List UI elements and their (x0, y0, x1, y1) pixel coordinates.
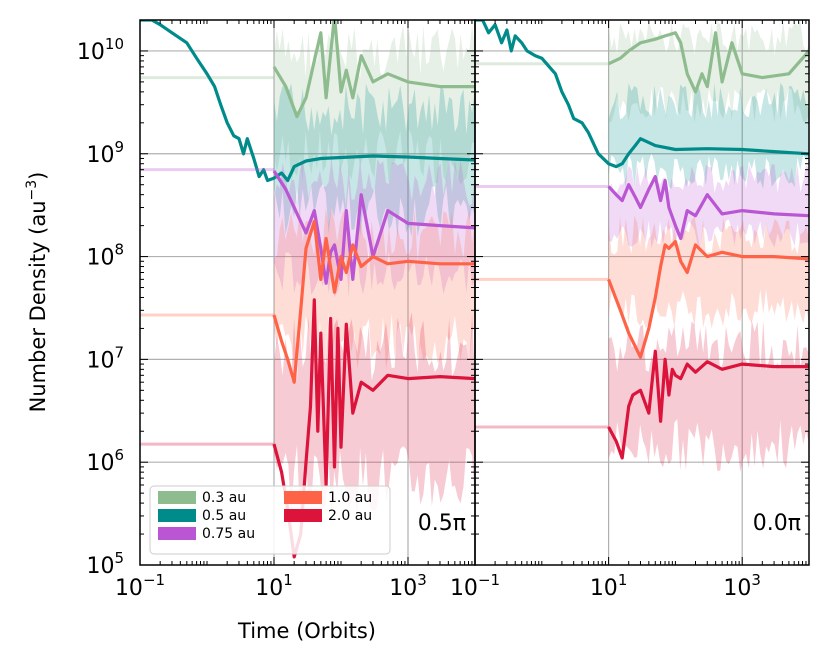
y-tick-label-exponent: 9 (114, 138, 124, 156)
series-line-0-75-au (272, 170, 475, 285)
legend: 0.3 au 0.5 au 0.75 au 1.0 au 2.0 au (149, 485, 391, 555)
x-tick-label: 10−1 (115, 571, 165, 601)
y-axis-label-text: Number Density (au (26, 200, 50, 412)
series-line-1-0-au (272, 219, 475, 384)
series-lines (475, 20, 809, 460)
series-line-0-5-au (475, 20, 809, 169)
legend-box (149, 485, 391, 555)
series-line-0-75-au (607, 175, 809, 241)
x-tick-label-exponent: −1 (143, 571, 165, 589)
y-axis-label-close: ) (26, 172, 50, 180)
y-tick-label-base: 10 (86, 143, 114, 168)
legend-label-0-5-au: 0.5 au (202, 508, 246, 524)
band-0-5-au (274, 83, 475, 238)
legend-label-0-3-au: 0.3 au (202, 490, 246, 506)
band-0-5-au (608, 82, 809, 190)
series-line-2-0-au (607, 349, 809, 460)
x-tick-label: 103 (389, 571, 427, 601)
x-tick-label-base: 10 (590, 576, 618, 601)
x-tick-label-base: 10 (450, 576, 478, 601)
panel-right: 0.0π (474, 19, 810, 566)
legend-swatch-2-0-au (284, 509, 322, 522)
x-tick-label: 10−1 (450, 571, 500, 601)
y-tick-label-base: 10 (77, 40, 105, 65)
grid-lines (475, 20, 809, 565)
variability-bands (608, 20, 809, 472)
legend-swatch-0-3-au (158, 491, 196, 504)
x-tick-label: 101 (255, 571, 293, 601)
panel-right-frame (474, 19, 810, 566)
y-tick-label-base: 10 (86, 246, 114, 271)
x-tick-labels: 10−1 101 103 10−1 101 103 (115, 571, 761, 601)
panel-left-label: 0.5π (418, 511, 466, 536)
legend-label-1-0-au: 1.0 au (328, 490, 372, 506)
x-tick-label-exponent: 1 (283, 571, 293, 589)
y-tick-label-exponent: 6 (114, 446, 124, 464)
x-tick-label: 103 (723, 571, 761, 601)
legend-swatch-0-5-au (158, 509, 196, 522)
x-tick-label-base: 10 (723, 576, 751, 601)
y-tick-label-exponent: 8 (114, 241, 124, 259)
series-line-1-0-au (607, 239, 809, 359)
y-axis-label-exponent: −3 (24, 180, 40, 201)
series-line-0-3-au (607, 31, 809, 94)
panel-left: 0.5π (139, 19, 476, 566)
legend-label-0-75-au: 0.75 au (202, 526, 255, 542)
band-1-0-au (608, 215, 809, 329)
y-tick-label: 109 (86, 138, 124, 168)
x-tick-label: 101 (590, 571, 628, 601)
x-tick-label-exponent: 3 (751, 571, 761, 589)
y-tick-label-base: 10 (86, 554, 114, 579)
x-tick-label-base: 10 (255, 576, 283, 601)
legend-swatch-0-75-au (158, 527, 196, 540)
band-2-0-au (608, 320, 809, 472)
x-axis-label: Time (Orbits) (237, 619, 376, 643)
y-tick-label: 107 (86, 343, 124, 373)
y-tick-label-exponent: 5 (114, 549, 124, 567)
y-tick-label-base: 10 (86, 451, 114, 476)
series-line-0-3-au (272, 20, 475, 119)
grid-lines (140, 20, 475, 565)
y-tick-label: 106 (86, 446, 124, 476)
y-tick-label: 1010 (77, 35, 124, 65)
x-tick-label-base: 10 (389, 576, 417, 601)
y-tick-label-exponent: 10 (105, 35, 124, 53)
y-tick-label-exponent: 7 (114, 343, 124, 361)
legend-swatch-1-0-au (284, 491, 322, 504)
y-tick-label: 108 (86, 241, 124, 271)
x-tick-label-exponent: −1 (478, 571, 500, 589)
y-tick-label-base: 10 (86, 348, 114, 373)
y-axis-label: Number Density (au−3) (24, 172, 50, 413)
y-tick-label: 105 (86, 549, 124, 579)
panel-right-label: 0.0π (753, 511, 801, 536)
legend-label-2-0-au: 2.0 au (328, 508, 372, 524)
series-line-0-5-au (140, 20, 475, 183)
x-tick-label-exponent: 1 (618, 571, 628, 589)
x-tick-label-base: 10 (115, 576, 143, 601)
x-tick-label-exponent: 3 (417, 571, 427, 589)
